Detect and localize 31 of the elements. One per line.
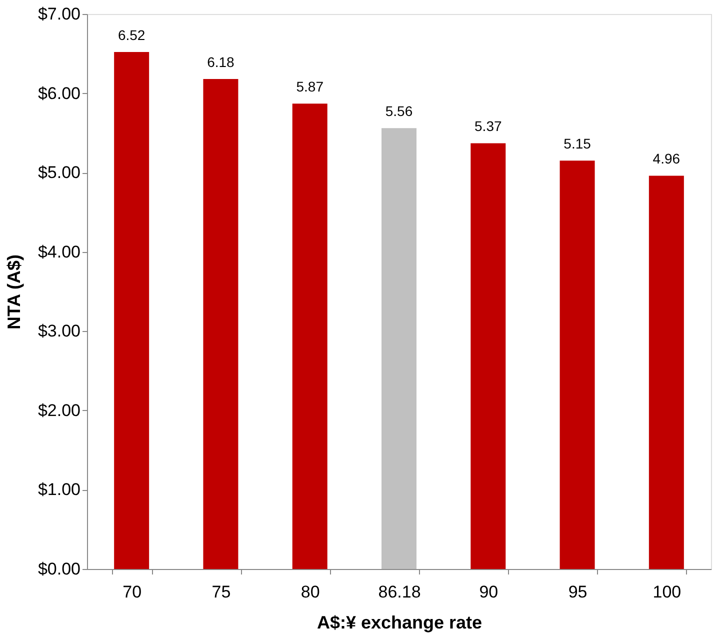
bar (560, 160, 595, 569)
data-label: 5.37 (474, 118, 502, 134)
bar (470, 143, 506, 569)
bar (382, 128, 416, 569)
data-label: 5.15 (564, 136, 592, 152)
x-tick-label: 95 (568, 582, 588, 602)
x-tick-label: 90 (479, 582, 498, 602)
x-tick-label: 86.18 (378, 582, 421, 602)
data-label: 4.96 (652, 150, 680, 167)
x-tick-label: 75 (212, 582, 231, 602)
x-tick-label: 70 (122, 582, 142, 602)
y-tick-label: $4.00 (38, 242, 80, 262)
y-axis-title: NTA (A$) (4, 254, 24, 330)
bar (203, 79, 238, 569)
x-tick-label: 100 (652, 582, 682, 602)
y-tick-label: $0.00 (38, 560, 80, 578)
x-tick-label: 80 (300, 582, 320, 602)
data-label: 6.18 (207, 54, 235, 70)
bar (114, 52, 150, 569)
y-tick-label: $3.00 (38, 322, 80, 341)
bar (648, 176, 684, 569)
data-label: 5.56 (385, 103, 413, 120)
data-label: 5.87 (296, 78, 324, 95)
y-tick-label: $1.00 (38, 480, 80, 500)
x-axis-title: A$:¥ exchange rate (316, 612, 482, 632)
y-tick-label: $6.00 (38, 84, 80, 103)
y-tick-label: $5.00 (38, 163, 80, 182)
y-tick-label: $2.00 (38, 400, 80, 420)
data-label: 6.52 (118, 27, 146, 44)
y-tick-label: $7.00 (38, 4, 80, 24)
bar (292, 104, 328, 569)
